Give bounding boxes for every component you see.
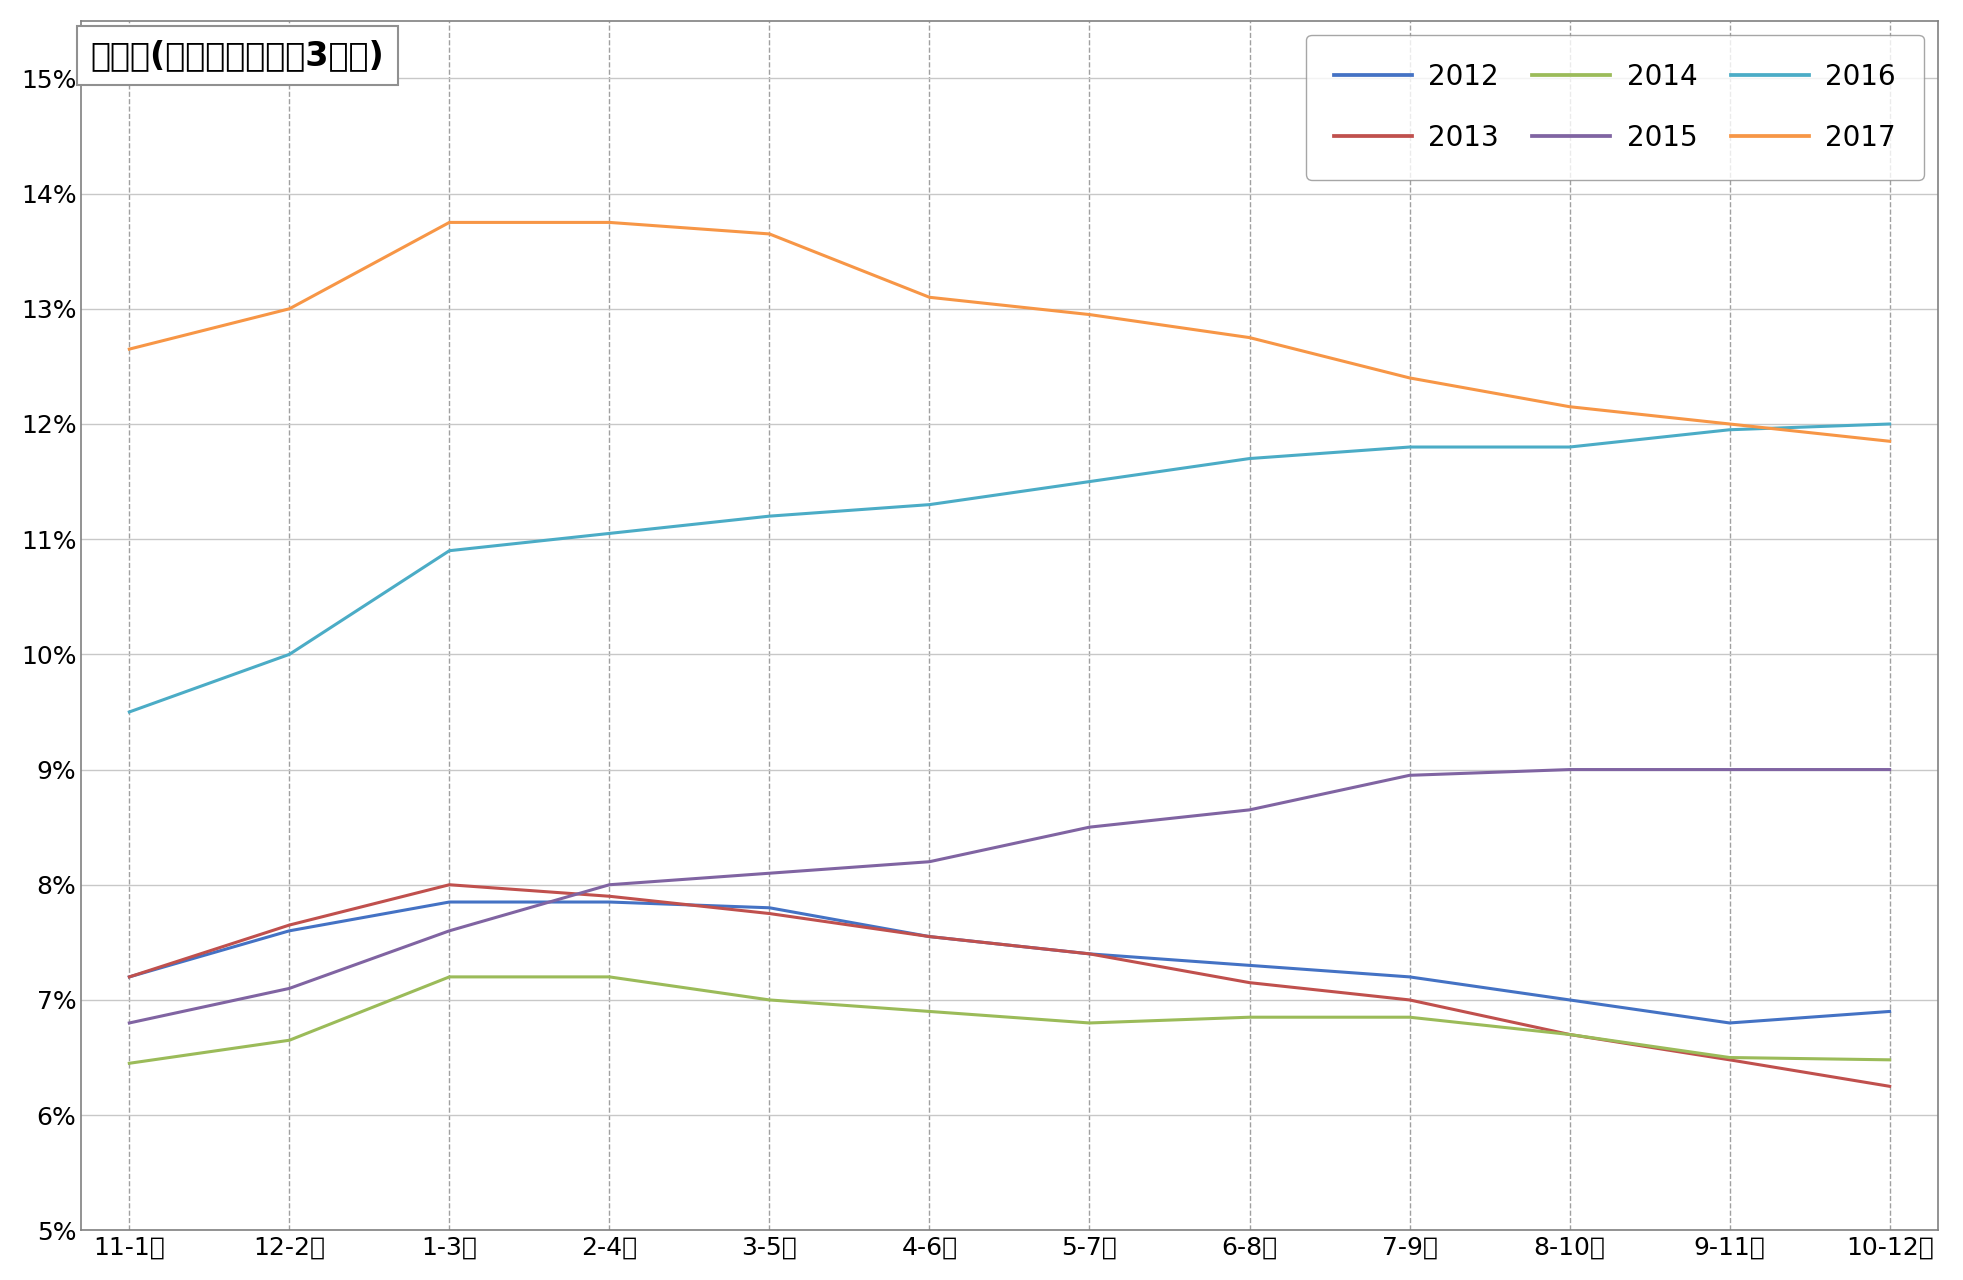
- 2012: [277, 923, 300, 938]
- 2016: [1239, 451, 1262, 466]
- 2016: [758, 508, 781, 524]
- 2017: [1239, 330, 1262, 346]
- 2012: [1559, 992, 1582, 1007]
- 2015: [277, 980, 300, 996]
- 2012: [1718, 1015, 1741, 1030]
- 2017: [597, 215, 620, 230]
- Text: 失業率(毎月発表の直近3ヵ月): 失業率(毎月発表の直近3ヵ月): [90, 38, 385, 72]
- 2012: [438, 895, 461, 910]
- 2014: [758, 992, 781, 1007]
- 2014: [1078, 1015, 1101, 1030]
- 2014: [917, 1004, 940, 1019]
- 2017: [917, 289, 940, 305]
- Line: 2017: 2017: [130, 223, 1890, 442]
- 2012: [758, 900, 781, 915]
- 2017: [758, 227, 781, 242]
- 2017: [1398, 370, 1421, 385]
- 2012: [1398, 969, 1421, 984]
- 2017: [277, 301, 300, 316]
- 2013: [1078, 946, 1101, 961]
- 2013: [1718, 1052, 1741, 1068]
- 2017: [118, 342, 141, 357]
- Line: 2016: 2016: [130, 424, 1890, 712]
- 2014: [438, 969, 461, 984]
- 2017: [1718, 416, 1741, 431]
- 2013: [758, 906, 781, 922]
- 2014: [1239, 1010, 1262, 1025]
- 2015: [1879, 762, 1902, 777]
- 2013: [118, 969, 141, 984]
- 2012: [917, 929, 940, 945]
- 2016: [438, 543, 461, 558]
- 2013: [1398, 992, 1421, 1007]
- 2013: [1879, 1079, 1902, 1094]
- Line: 2012: 2012: [130, 902, 1890, 1023]
- 2013: [1239, 975, 1262, 991]
- 2016: [1398, 439, 1421, 454]
- 2016: [118, 704, 141, 719]
- 2013: [438, 877, 461, 892]
- 2015: [917, 854, 940, 869]
- 2012: [1879, 1004, 1902, 1019]
- 2015: [1239, 803, 1262, 818]
- 2015: [1078, 819, 1101, 835]
- 2013: [917, 929, 940, 945]
- 2012: [1239, 957, 1262, 973]
- 2013: [277, 918, 300, 933]
- 2017: [1559, 399, 1582, 415]
- 2013: [1559, 1027, 1582, 1042]
- Legend: 2012, 2013, 2014, 2015, 2016, 2017: 2012, 2013, 2014, 2015, 2016, 2017: [1305, 35, 1924, 179]
- 2014: [1879, 1052, 1902, 1068]
- 2012: [597, 895, 620, 910]
- 2015: [1559, 762, 1582, 777]
- Line: 2015: 2015: [130, 769, 1890, 1023]
- 2014: [1559, 1027, 1582, 1042]
- 2014: [118, 1056, 141, 1071]
- 2016: [277, 646, 300, 662]
- 2014: [1398, 1010, 1421, 1025]
- 2017: [1078, 307, 1101, 323]
- 2012: [118, 969, 141, 984]
- 2016: [1879, 416, 1902, 431]
- 2015: [118, 1015, 141, 1030]
- 2016: [1559, 439, 1582, 454]
- 2015: [1718, 762, 1741, 777]
- 2016: [1078, 474, 1101, 489]
- 2015: [758, 865, 781, 881]
- 2012: [1078, 946, 1101, 961]
- 2017: [438, 215, 461, 230]
- Line: 2013: 2013: [130, 884, 1890, 1087]
- 2014: [1718, 1050, 1741, 1065]
- 2016: [1718, 422, 1741, 438]
- 2016: [917, 497, 940, 512]
- 2015: [1398, 768, 1421, 783]
- 2016: [597, 526, 620, 541]
- 2015: [597, 877, 620, 892]
- 2017: [1879, 434, 1902, 449]
- Line: 2014: 2014: [130, 977, 1890, 1064]
- 2015: [438, 923, 461, 938]
- 2013: [597, 888, 620, 904]
- 2014: [597, 969, 620, 984]
- 2014: [277, 1033, 300, 1048]
